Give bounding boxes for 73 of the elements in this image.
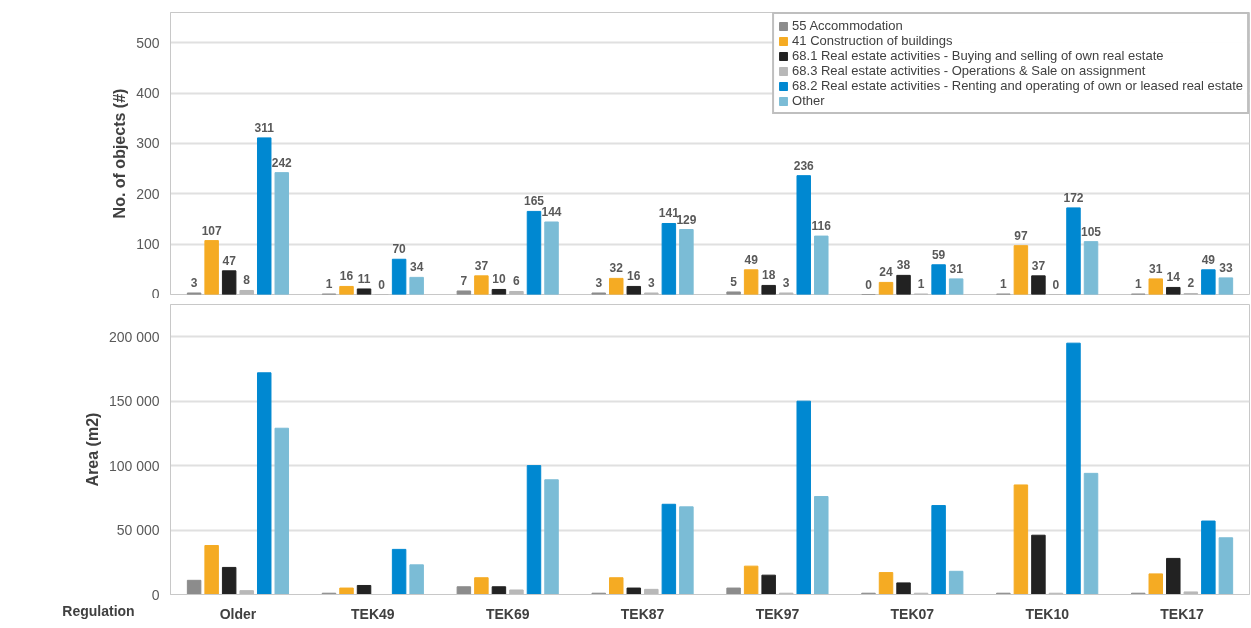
- x-tick-label: Older: [219, 605, 257, 622]
- data-label: 8: [243, 273, 251, 288]
- data-label: 3: [595, 275, 603, 290]
- data-label: 0: [865, 277, 873, 292]
- legend-label: 41 Construction of buildings: [792, 33, 953, 48]
- data-label: 107: [201, 223, 222, 238]
- data-label: 311: [254, 120, 275, 135]
- y-tick-label: 0: [151, 586, 160, 603]
- legend-label: 68.2 Real estate activities - Renting and operating of own or leased real estate: [792, 78, 1243, 93]
- data-label: 38: [896, 258, 911, 273]
- data-label: 31: [949, 261, 964, 276]
- data-label: 59: [931, 247, 946, 262]
- y-tick-label: 0: [151, 285, 160, 302]
- legend-label: Other: [792, 93, 825, 108]
- x-tick-label: TEK17: [1160, 605, 1205, 622]
- data-label: 0: [378, 277, 386, 292]
- data-label: 1: [1134, 277, 1142, 291]
- y-tick-label: 100 000: [108, 457, 160, 474]
- data-label: 24: [879, 265, 894, 280]
- x-tick-label: TEK07: [890, 605, 935, 622]
- data-label: 116: [811, 219, 832, 234]
- data-label: 242: [271, 155, 293, 170]
- data-label: 33: [1219, 260, 1233, 275]
- data-label: 5: [730, 274, 738, 289]
- data-label: 16: [339, 269, 354, 284]
- data-label: 1: [325, 277, 333, 291]
- legend-label: 68.1 Real estate activities - Buying and selling of own real estate: [792, 48, 1164, 63]
- y-tick-label: 100: [136, 236, 160, 253]
- data-label: 37: [1031, 258, 1046, 273]
- data-label: 16: [627, 269, 641, 284]
- x-tick-label: TEK10: [1025, 605, 1070, 622]
- legend-label: 55 Accommodation: [792, 18, 903, 33]
- y-tick-label: 400: [136, 85, 160, 102]
- y-axis-title: Area (m2): [83, 412, 101, 487]
- x-tick-label: TEK87: [620, 605, 665, 622]
- data-label: 7: [460, 273, 468, 288]
- data-label: 18: [762, 268, 776, 283]
- data-label: 236: [793, 158, 815, 173]
- data-label: 3: [782, 275, 790, 290]
- x-tick-label: TEK49: [351, 605, 395, 622]
- data-label: 70: [392, 242, 407, 257]
- data-label: 32: [609, 261, 624, 276]
- data-label: 1: [1000, 277, 1008, 291]
- y-tick-label: 200 000: [108, 328, 160, 345]
- data-label: 11: [357, 271, 371, 286]
- data-label: 2: [1187, 276, 1195, 291]
- x-tick-label: TEK97: [755, 605, 800, 622]
- y-axis-title: No. of objects (#): [111, 88, 129, 219]
- y-tick-label: 150 000: [108, 393, 160, 410]
- data-label: 34: [409, 260, 424, 275]
- data-label: 31: [1149, 261, 1163, 276]
- data-label: 37: [474, 258, 489, 273]
- data-label: 49: [744, 252, 759, 267]
- legend-label: 68.3 Real estate activities - Operations & Sale on assignment: [792, 63, 1146, 78]
- x-tick-label: TEK69: [485, 605, 530, 622]
- y-tick-label: 50 000: [116, 522, 160, 539]
- y-tick-label: 500: [136, 34, 160, 51]
- y-tick-label: 300: [136, 135, 160, 152]
- data-label: 6: [513, 274, 521, 289]
- data-label: 144: [541, 204, 562, 219]
- x-axis-title: Regulation: [62, 602, 135, 619]
- data-label: 1: [917, 277, 925, 291]
- data-label: 14: [1166, 270, 1181, 285]
- data-label: 97: [1014, 228, 1028, 243]
- data-label: 0: [1052, 277, 1060, 292]
- data-label: 3: [647, 275, 655, 290]
- data-label: 47: [222, 253, 237, 268]
- data-label: 49: [1201, 252, 1216, 267]
- data-label: 3: [190, 275, 198, 290]
- data-label: 10: [492, 272, 506, 287]
- data-label: 105: [1081, 224, 1102, 239]
- y-tick-label: 200: [136, 185, 160, 202]
- data-label: 172: [1063, 190, 1084, 205]
